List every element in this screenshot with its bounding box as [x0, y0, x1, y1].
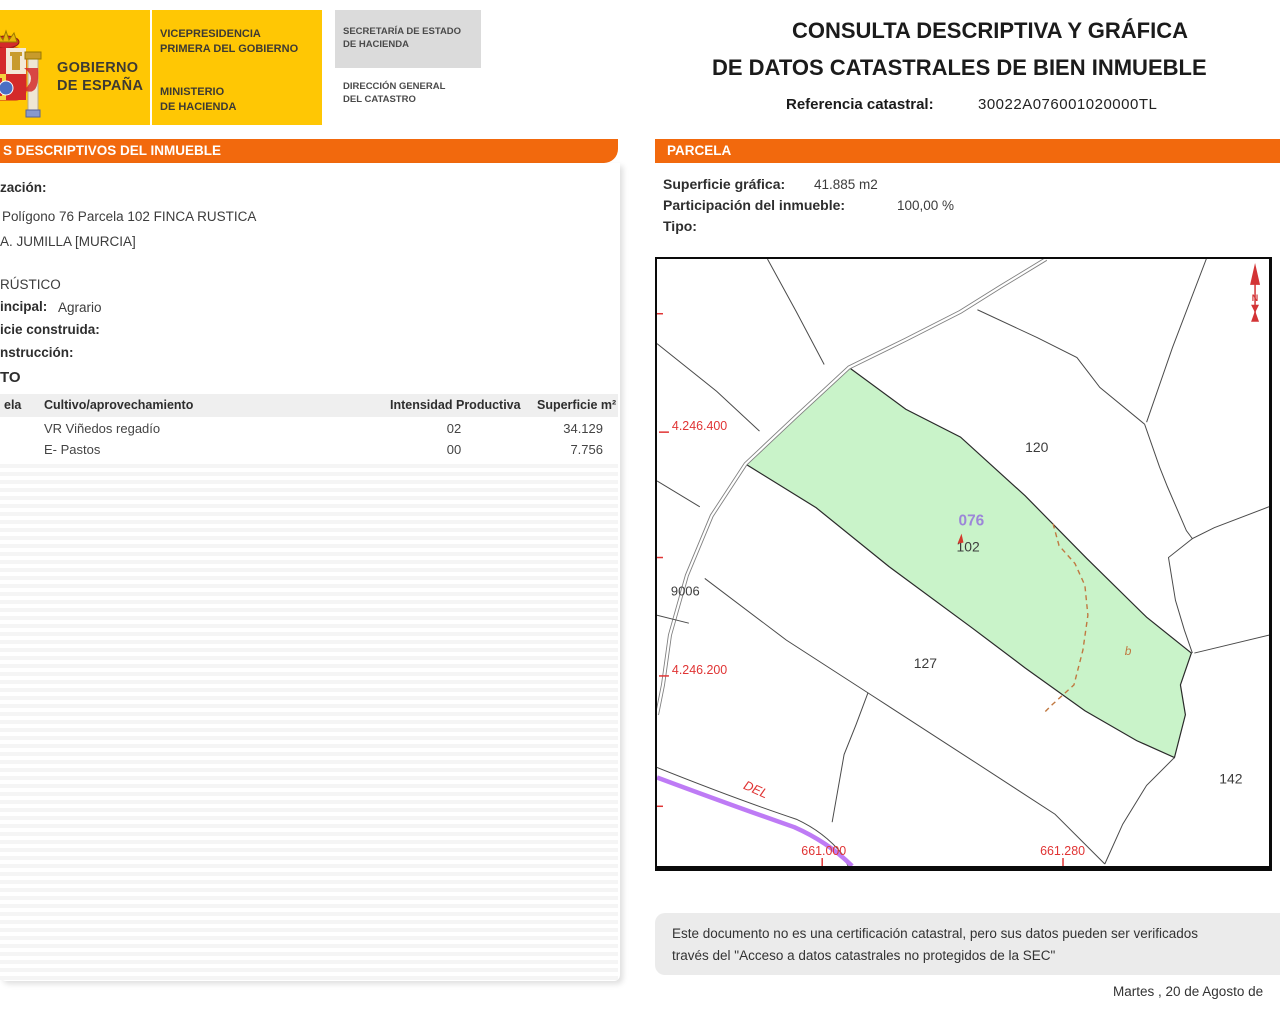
- address-line2: A. JUMILLA [MURCIA]: [0, 234, 136, 249]
- parcel-label-9006: 9006: [671, 583, 700, 598]
- row-intensidad: 00: [446, 442, 462, 457]
- coord-x1: 661.000: [801, 844, 846, 858]
- parcela-panel-header: PARCELA: [655, 139, 1280, 163]
- superficie-construida-label: icie construida:: [0, 322, 100, 337]
- purple-road: [656, 775, 854, 868]
- road-name-label: DEL: [741, 777, 770, 801]
- col-cultivo: Cultivo/aprovechamiento: [44, 398, 194, 412]
- parcel-label-142: 142: [1219, 770, 1242, 786]
- parcel-boundaries: [656, 258, 1270, 867]
- cultivo-section-title: TO: [0, 369, 21, 386]
- disclaimer-line2: través del "Acceso a datos catastrales n…: [672, 948, 1056, 963]
- spain-coat-of-arms-icon: [0, 29, 42, 118]
- ano-construccion-label: nstrucción:: [0, 345, 74, 360]
- disclaimer-box: Este documento no es una certificación c…: [655, 913, 1280, 975]
- uso-principal-value: Agrario: [58, 300, 102, 315]
- gobierno-espana-label: GOBIERNO DE ESPAÑA: [57, 60, 144, 94]
- north-arrow-icon: N: [1250, 262, 1261, 322]
- government-logo-block: GOBIERNO DE ESPAÑA VICEPRESIDENCIA PRIME…: [0, 10, 322, 125]
- ministerio-label: MINISTERIO DE HACIENDA: [160, 86, 237, 113]
- parcel-marker-icon: [957, 533, 964, 544]
- cultivo-table-header: ela Cultivo/aprovechamiento Intensidad P…: [0, 394, 618, 417]
- clase-value: RÚSTICO: [0, 277, 61, 292]
- ref-catastral-value: 30022A076001020000TL: [978, 96, 1158, 113]
- cadastral-map-svg: 120 076 102 9006 127 142 b 4.246.400 4.2…: [655, 257, 1270, 868]
- row-cultivo: VR Viñedos regadío: [44, 421, 161, 436]
- coord-x2: 661.280: [1040, 844, 1085, 858]
- svg-text:N: N: [1252, 293, 1258, 303]
- row-superficie: 7.756: [570, 442, 603, 457]
- uso-principal-label: incipal:: [0, 299, 48, 314]
- col-subparcela: ela: [4, 398, 22, 412]
- row-cultivo: E- Pastos: [44, 442, 101, 457]
- disclaimer-line1: Este documento no es una certificación c…: [672, 926, 1199, 941]
- ref-catastral-label: Referencia catastral:: [786, 96, 934, 113]
- address-line1: Polígono 76 Parcela 102 FINCA RUSTICA: [2, 209, 257, 224]
- document-date: Martes , 20 de Agosto de: [1113, 984, 1264, 999]
- localizacion-label: zación:: [0, 180, 47, 195]
- left-panel-header: S DESCRIPTIVOS DEL INMUEBLE: [0, 139, 618, 163]
- row-intensidad: 02: [446, 421, 462, 436]
- col-intensidad: Intensidad Productiva: [390, 398, 521, 412]
- superficie-grafica-label: Superficie gráfica:: [663, 176, 786, 192]
- logo-divider: [150, 10, 152, 125]
- subparcel-label-b: b: [1125, 644, 1132, 658]
- secretaria-box: SECRETARÍA DE ESTADO DE HACIENDA: [335, 10, 481, 68]
- highlighted-parcel-shape: [744, 366, 1193, 759]
- subparcel-dashed-line: [1044, 523, 1089, 713]
- vicepresidencia-label: VICEPRESIDENCIA PRIMERA DEL GOBIERNO: [160, 28, 299, 55]
- superficie-grafica-value: 41.885 m2: [814, 177, 878, 192]
- road-centerline: [655, 258, 1047, 715]
- col-superficie: Superficie m²: [537, 398, 617, 412]
- participacion-label: Participación del inmueble:: [663, 197, 846, 213]
- parcel-label-127: 127: [914, 655, 937, 671]
- cadastral-map: 120 076 102 9006 127 142 b 4.246.400 4.2…: [655, 257, 1272, 871]
- parcel-label-076: 076: [959, 513, 985, 530]
- left-panel-empty-rows: [0, 460, 618, 980]
- row-superficie: 34.129: [563, 421, 603, 436]
- tipo-label: Tipo:: [663, 218, 697, 234]
- parcel-label-120: 120: [1025, 439, 1048, 455]
- direccion-catastro-label: DIRECCIÓN GENERAL DEL CATASTRO: [343, 81, 446, 105]
- coord-y2: 4.246.200: [672, 663, 727, 677]
- document-title-line2: DE DATOS CATASTRALES DE BIEN INMUEBLE: [712, 55, 1207, 80]
- coord-y1: 4.246.400: [672, 419, 727, 433]
- document-title-line1: CONSULTA DESCRIPTIVA Y GRÁFICA: [791, 18, 1189, 43]
- participacion-value: 100,00 %: [897, 198, 955, 213]
- grid-coordinates: 4.246.400 4.246.200 661.000 661.280: [657, 312, 1085, 866]
